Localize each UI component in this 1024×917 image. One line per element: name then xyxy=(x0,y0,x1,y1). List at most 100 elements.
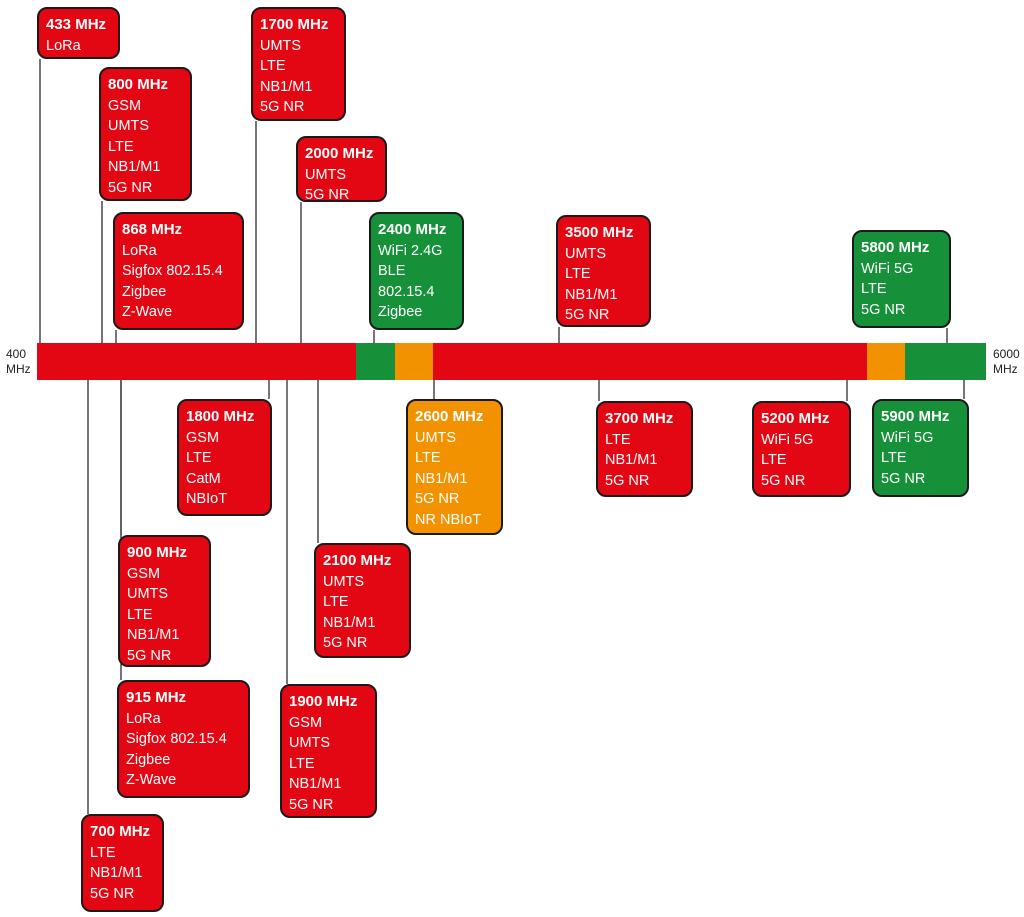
band-technology: NB1/M1 xyxy=(605,452,658,468)
band-technology: UMTS xyxy=(127,586,169,602)
band-technology: Sigfox 802.15.4 xyxy=(126,731,227,747)
band-box: 5800 MHz WiFi 5G LTE 5G NR xyxy=(852,230,951,328)
spectrum-bar-segment xyxy=(356,343,395,380)
band-technology: UMTS xyxy=(415,429,457,446)
spectrum-bar-segment xyxy=(395,343,433,380)
band-technology: LoRa xyxy=(46,37,81,54)
band-box: 915 MHz LoRa Sigfox 802.15.4 Zigbee Z-Wave xyxy=(117,680,250,798)
band-technology: UMTS xyxy=(305,166,347,183)
band-technology: LTE xyxy=(605,431,631,448)
band-box: 5200 MHz WiFi 5G LTE 5G NR xyxy=(752,401,851,497)
band-technology: 802.15.4 xyxy=(378,283,435,300)
band-frequency: 433 MHz xyxy=(46,16,107,33)
band-frequency: 3500 MHz xyxy=(565,224,634,241)
band-technology: WiFi 5G xyxy=(761,431,814,448)
band-technology: LTE xyxy=(108,138,134,155)
band-technology: NR NBIoT xyxy=(415,511,482,528)
band-technology: LTE xyxy=(127,606,153,623)
band-frequency: 1900 MHz xyxy=(289,693,358,710)
band-technology: Z-Wave xyxy=(126,772,177,788)
band-technology: LTE xyxy=(186,450,212,466)
band-technology: GSM xyxy=(289,714,323,731)
band-frequency: 2100 MHz xyxy=(323,552,392,569)
band-technology: 5G NR xyxy=(305,187,350,203)
band-box: 1800 MHz GSM LTE CatM NBIoT xyxy=(177,399,272,516)
band-technology: LTE xyxy=(565,266,591,282)
band-technology: NB1/M1 xyxy=(415,470,468,487)
band-box: 900 MHz GSM UMTS LTE NB1/M1 5G NR xyxy=(118,535,211,667)
band-technology: LTE xyxy=(90,844,116,861)
band-technology: NB1/M1 xyxy=(108,159,161,175)
band-technology: 5G NR xyxy=(260,99,305,115)
band-technology: BLE xyxy=(378,263,406,279)
band-box: 3500 MHz UMTS LTE NB1/M1 5G NR xyxy=(556,215,651,327)
axis-end-label: 6000 MHz xyxy=(993,347,1020,377)
band-technology: LoRa xyxy=(122,242,157,259)
band-technology: Z-Wave xyxy=(122,304,173,320)
band-box: 2000 MHz UMTS 5G NR xyxy=(296,136,387,203)
band-box: 3700 MHz LTE NB1/M1 5G NR xyxy=(596,401,693,497)
band-technology: Sigfox 802.15.4 xyxy=(122,263,223,279)
band-technology: NB1/M1 xyxy=(260,78,313,95)
band-technology: 5G NR xyxy=(761,472,806,489)
band-frequency: 3700 MHz xyxy=(605,410,674,427)
band-technology: UMTS xyxy=(289,735,331,751)
band-technology: LTE xyxy=(761,452,787,468)
band-technology: Zigbee xyxy=(126,751,171,768)
band-box: 2600 MHz UMTS LTE NB1/M1 5G NR NR NBIoT xyxy=(406,399,503,535)
band-technology: WiFi 2.4G xyxy=(378,242,443,259)
axis-end-value: 6000 xyxy=(993,347,1020,361)
band-frequency: 2400 MHz xyxy=(378,221,447,238)
band-box: 2100 MHz UMTS LTE NB1/M1 5G NR xyxy=(314,543,411,658)
band-box: 700 MHz LTE NB1/M1 5G NR xyxy=(81,814,164,912)
band-technology: NBIoT xyxy=(186,491,228,507)
band-technology: GSM xyxy=(127,565,161,582)
band-technology: LTE xyxy=(289,755,315,772)
band-technology: 5G NR xyxy=(127,647,172,664)
spectrum-bar-segment xyxy=(433,343,867,380)
band-frequency: 2600 MHz xyxy=(415,408,484,425)
band-technology: NB1/M1 xyxy=(323,614,376,631)
band-box: 5900 MHz WiFi 5G LTE 5G NR xyxy=(872,399,969,497)
band-frequency: 1700 MHz xyxy=(260,16,329,33)
band-technology: GSM xyxy=(186,429,220,446)
spectrum-bar-segment xyxy=(905,343,986,380)
band-technology: 5G NR xyxy=(108,179,153,196)
band-frequency: 5800 MHz xyxy=(861,239,930,256)
axis-start-label: 400 MHz xyxy=(6,347,31,377)
band-technology: LTE xyxy=(861,281,887,297)
band-frequency: 915 MHz xyxy=(126,689,187,706)
band-technology: NB1/M1 xyxy=(565,286,618,303)
band-box: 1700 MHz UMTS LTE NB1/M1 5G NR xyxy=(251,7,346,121)
band-technology: LoRa xyxy=(126,710,161,727)
band-frequency: 868 MHz xyxy=(122,221,183,238)
band-technology: 5G NR xyxy=(605,472,650,489)
band-frequency: 700 MHz xyxy=(90,823,151,840)
band-technology: LTE xyxy=(260,58,286,74)
band-technology: UMTS xyxy=(108,118,150,134)
band-technology: WiFi 5G xyxy=(861,260,914,277)
band-technology: 5G NR xyxy=(881,470,926,487)
band-technology: UMTS xyxy=(260,37,302,54)
axis-start-value: 400 xyxy=(6,347,27,361)
band-box: 1900 MHz GSM UMTS LTE NB1/M1 5G NR xyxy=(280,684,377,818)
band-technology: 5G NR xyxy=(861,301,906,318)
band-technology: 5G NR xyxy=(565,307,610,323)
band-technology: LTE xyxy=(415,450,441,466)
band-technology: WiFi 5G xyxy=(881,429,934,446)
band-box: 433 MHz LoRa xyxy=(37,7,120,59)
band-technology: NB1/M1 xyxy=(90,865,143,881)
band-technology: LTE xyxy=(881,450,907,466)
band-technology: 5G NR xyxy=(415,491,460,507)
band-technology: UMTS xyxy=(565,245,607,262)
band-technology: NB1/M1 xyxy=(289,776,342,792)
band-technology: NB1/M1 xyxy=(127,627,180,643)
band-frequency: 2000 MHz xyxy=(305,145,374,162)
axis-end-unit: MHz xyxy=(993,362,1018,376)
spectrum-bar-segment xyxy=(37,343,356,380)
band-technology: 5G NR xyxy=(289,796,334,813)
band-technology: UMTS xyxy=(323,573,365,590)
band-technology: LTE xyxy=(323,594,349,610)
